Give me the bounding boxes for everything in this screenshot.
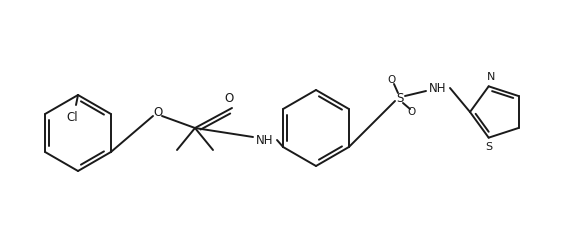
Text: O: O xyxy=(153,106,163,119)
Text: O: O xyxy=(224,92,233,104)
Text: Cl: Cl xyxy=(66,111,78,124)
Text: S: S xyxy=(396,92,403,104)
Text: NH: NH xyxy=(429,81,447,94)
Text: O: O xyxy=(388,75,396,85)
Text: O: O xyxy=(408,107,416,117)
Text: N: N xyxy=(486,72,495,82)
Text: NH: NH xyxy=(257,133,274,146)
Text: S: S xyxy=(485,142,492,152)
